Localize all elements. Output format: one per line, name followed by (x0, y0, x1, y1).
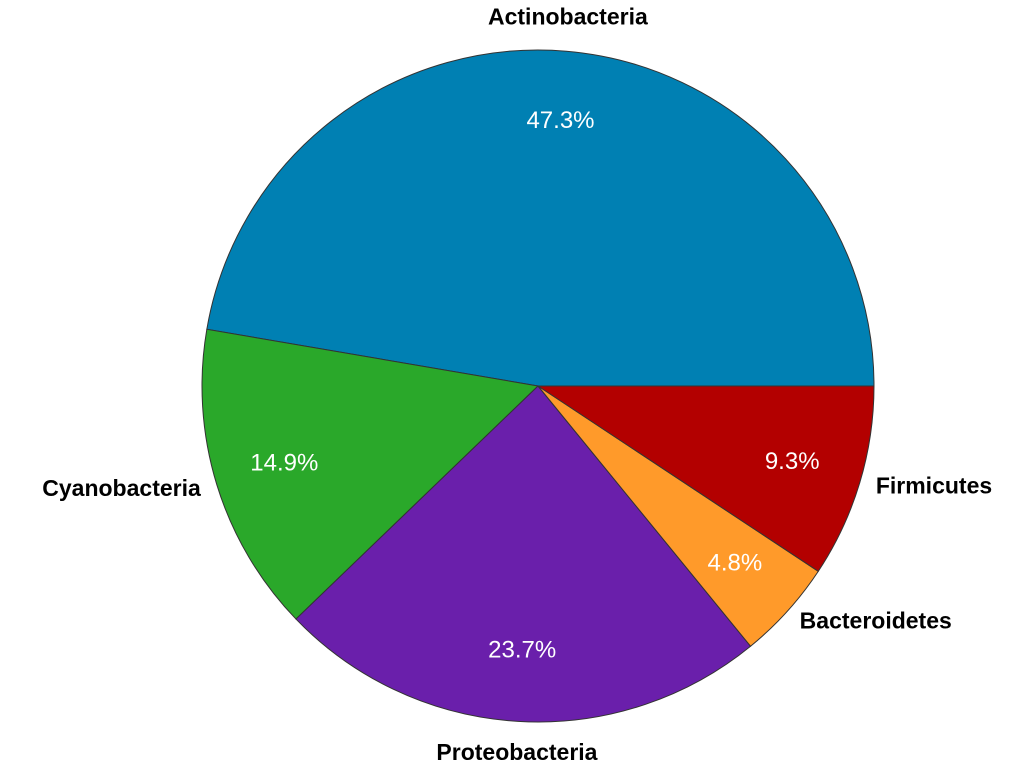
category-label: Bacteroidetes (800, 608, 952, 634)
category-label: Firmicutes (876, 473, 992, 499)
pie-slice (536, 385, 875, 573)
category-label: Actinobacteria (488, 4, 648, 30)
value-label: 4.8% (708, 549, 763, 576)
value-label: 23.7% (488, 636, 556, 663)
pie-slice (295, 385, 752, 723)
pie-slice (201, 328, 540, 620)
value-label: 47.3% (526, 107, 594, 134)
category-label: Cyanobacteria (42, 475, 201, 501)
value-label: 14.9% (250, 449, 318, 476)
value-label: 9.3% (765, 448, 820, 475)
pie-slice (206, 49, 875, 387)
category-label: Proteobacteria (436, 739, 597, 765)
